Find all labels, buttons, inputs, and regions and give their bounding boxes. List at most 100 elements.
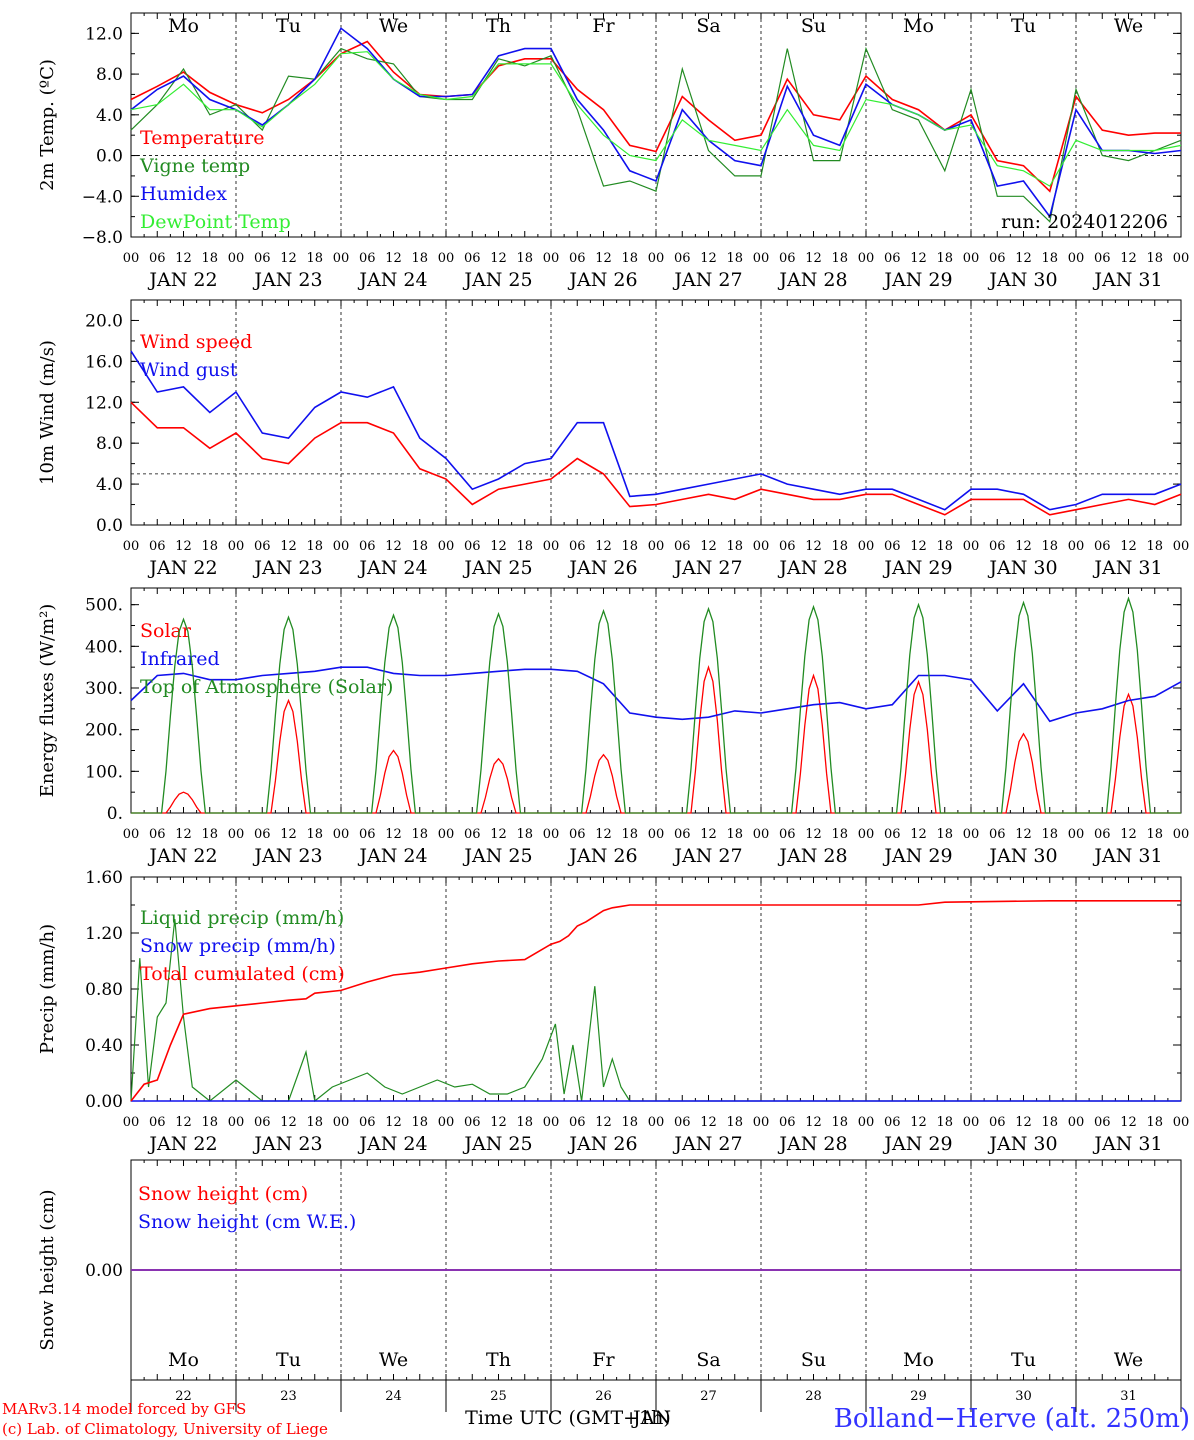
hour-label: 00 (228, 827, 245, 842)
y-tick-label: −4.0 (82, 187, 123, 207)
hour-label: 00 (1068, 539, 1085, 554)
weekday-label-top: Tu (1011, 15, 1036, 37)
hour-label: 18 (306, 251, 323, 266)
hour-label: 12 (595, 251, 612, 266)
hour-label: 06 (1094, 539, 1111, 554)
hour-label: 06 (989, 827, 1006, 842)
weekday-label-top: We (379, 15, 408, 37)
hour-label: 06 (359, 251, 376, 266)
hour-label: 00 (753, 251, 770, 266)
hour-label: 12 (700, 539, 717, 554)
date-label: JAN 24 (357, 269, 427, 291)
hour-label: 00 (228, 1115, 245, 1130)
hour-label: 06 (779, 251, 796, 266)
hour-label: 18 (201, 539, 218, 554)
date-label: JAN 29 (882, 1133, 952, 1155)
hour-label: 18 (831, 539, 848, 554)
hour-label: 00 (858, 827, 875, 842)
hour-label: 12 (385, 1115, 402, 1130)
series-temperature (130, 40, 1181, 193)
y-tick-label: 0.0 (96, 516, 123, 536)
series-wind-speed (130, 401, 1182, 516)
hour-label: 00 (438, 827, 455, 842)
hour-label: 12 (280, 1115, 297, 1130)
hour-label: 12 (175, 539, 192, 554)
weekday-label-bottom: We (379, 1349, 408, 1371)
y-tick-label: 0.80 (85, 980, 123, 1000)
credit-model: MARv3.14 model forced by GFS (2, 1400, 246, 1418)
hour-label: 00 (543, 827, 560, 842)
plot-frame (130, 12, 1182, 238)
hour-label: 18 (621, 827, 638, 842)
hour-label: 00 (123, 539, 140, 554)
date-label: JAN 27 (672, 845, 742, 867)
hour-label: 00 (1068, 827, 1085, 842)
date-label: JAN 23 (252, 845, 322, 867)
series-vigne-temp (130, 46, 1182, 223)
y-tick-label: 300. (85, 679, 123, 699)
hour-label: 18 (516, 251, 533, 266)
hour-label: 00 (1173, 827, 1190, 842)
hour-label: 18 (831, 1115, 848, 1130)
y-tick-label: 0.00 (85, 1261, 123, 1281)
date-label: JAN 31 (1092, 269, 1162, 291)
weekday-label-bottom: Su (801, 1349, 826, 1371)
legend-entry: Infrared (140, 648, 220, 670)
y-axis-title: Energy fluxes (W/m²) (37, 604, 58, 798)
hour-label: 18 (306, 827, 323, 842)
hour-label: 18 (1041, 1115, 1058, 1130)
date-label: JAN 23 (252, 557, 322, 579)
hour-label: 00 (858, 539, 875, 554)
date-label: JAN 25 (462, 1133, 532, 1155)
hour-label: 06 (569, 251, 586, 266)
hour-label: 06 (464, 539, 481, 554)
hour-label: 00 (438, 1115, 455, 1130)
hour-label: 18 (306, 1115, 323, 1130)
date-label: JAN 26 (567, 1133, 637, 1155)
date-label: JAN 30 (987, 1133, 1057, 1155)
y-tick-label: 12.0 (85, 393, 123, 413)
hour-label: 06 (674, 251, 691, 266)
hour-label: 00 (858, 1115, 875, 1130)
x-axis-title: Time UTC (GMT+1h) (465, 1407, 671, 1429)
hour-label: 00 (123, 1115, 140, 1130)
hour-label: 12 (805, 1115, 822, 1130)
hour-label: 18 (516, 1115, 533, 1130)
hour-label: 18 (936, 1115, 953, 1130)
hour-label: 12 (280, 539, 297, 554)
y-tick-label: 8.0 (96, 434, 123, 454)
y-tick-label: 1.20 (85, 924, 123, 944)
hour-label: 06 (149, 827, 166, 842)
y-tick-label: −8.0 (82, 228, 123, 248)
hour-label: 12 (280, 251, 297, 266)
hour-label: 18 (936, 827, 953, 842)
weekday-label-top: Sa (696, 15, 720, 37)
hour-label: 18 (201, 251, 218, 266)
hour-label: 00 (543, 539, 560, 554)
hour-label: 18 (201, 1115, 218, 1130)
hour-label: 12 (490, 1115, 507, 1130)
day-number: 27 (700, 1389, 717, 1404)
hour-label: 00 (333, 827, 350, 842)
hour-label: 00 (228, 539, 245, 554)
weekday-label-top: Su (801, 15, 826, 37)
weekday-label-top: Mo (168, 15, 199, 37)
hour-label: 12 (175, 1115, 192, 1130)
legend-entry: Wind gust (140, 359, 238, 381)
hour-label: 12 (595, 539, 612, 554)
x-axis-month-overlap: JAN (631, 1407, 671, 1429)
series-liquid-precip-mm-h (130, 918, 1181, 1103)
hour-label: 12 (1120, 539, 1137, 554)
date-label: JAN 25 (462, 269, 532, 291)
series-humidex (130, 27, 1182, 219)
hour-label: 18 (621, 539, 638, 554)
hour-label: 00 (963, 539, 980, 554)
hour-label: 00 (333, 1115, 350, 1130)
hour-label: 12 (805, 251, 822, 266)
panel-1: 12.0 8.0 4.0 0.0 −4.0 −8.0 2m Temp. (ºC) 00 06 12… (37, 12, 1189, 291)
y-tick-label: 4.0 (96, 475, 123, 495)
date-label: JAN 31 (1092, 557, 1162, 579)
hour-label: 06 (359, 827, 376, 842)
hour-label: 18 (411, 251, 428, 266)
hour-label: 12 (595, 827, 612, 842)
